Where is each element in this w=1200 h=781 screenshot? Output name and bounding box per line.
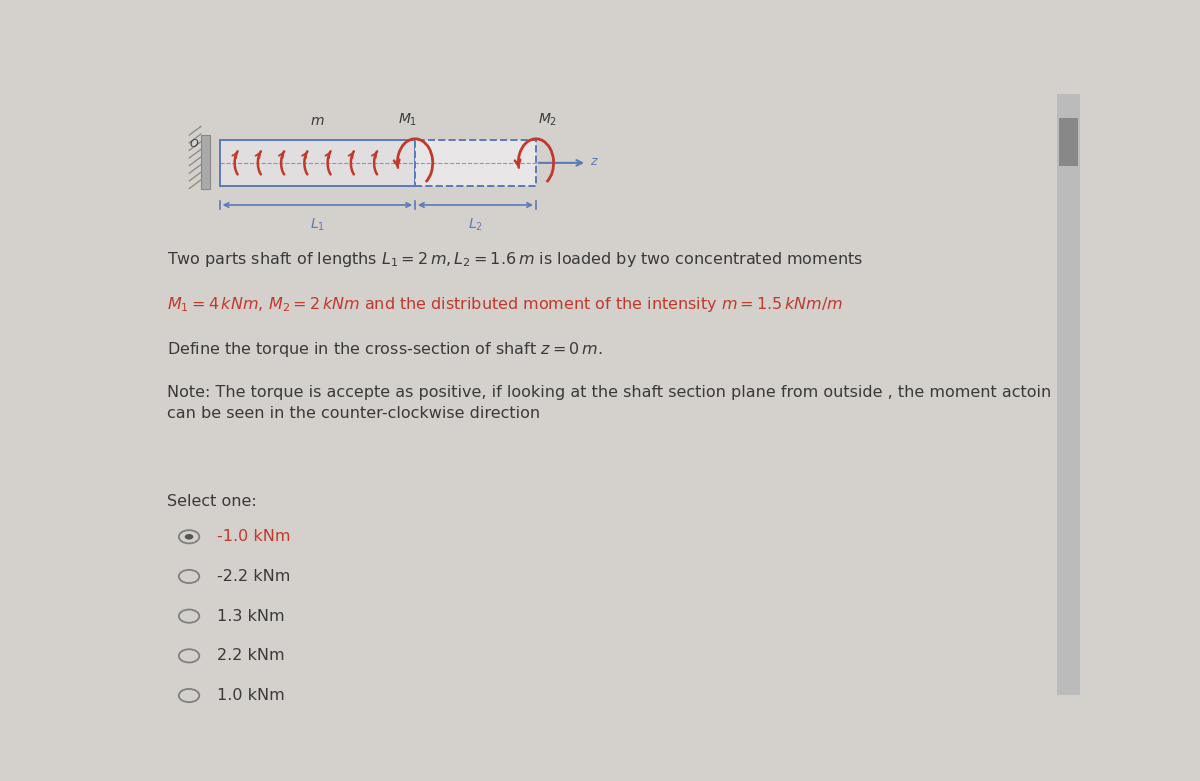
Text: 1.3 kNm: 1.3 kNm	[217, 608, 284, 624]
Text: $L_2$: $L_2$	[468, 217, 482, 234]
Bar	[220, 140, 415, 186]
Text: Note: The torque is accepte as positive, if looking at the shaft section plane f: Note: The torque is accepte as positive,…	[167, 385, 1051, 422]
Text: Select one:: Select one:	[167, 494, 257, 508]
Bar	[1057, 94, 1080, 695]
Text: -1.0 kNm: -1.0 kNm	[217, 530, 290, 544]
Text: $M_2$: $M_2$	[538, 112, 557, 128]
Text: 2.2 kNm: 2.2 kNm	[217, 648, 284, 663]
Circle shape	[185, 534, 193, 540]
Text: O: O	[190, 139, 198, 149]
Text: $L_1$: $L_1$	[310, 217, 325, 234]
Bar	[202, 135, 210, 189]
Text: $\mathit{M}_1 = 4\,kNm,\,\mathit{M}_2 = 2\,kNm$ and the distributed moment of th: $\mathit{M}_1 = 4\,kNm,\,\mathit{M}_2 = …	[167, 295, 842, 314]
Text: $M_1$: $M_1$	[398, 112, 418, 128]
Text: $m$: $m$	[310, 114, 325, 128]
Text: Define the torque in the cross-section of shaft $\mathit{z} = 0\,m.$: Define the torque in the cross-section o…	[167, 341, 602, 359]
Text: z: z	[590, 155, 596, 168]
Text: Two parts shaft of lengths $\mathit{L}_1 = 2\,m, \mathit{L}_2 = 1.6\,m$ is loade: Two parts shaft of lengths $\mathit{L}_1…	[167, 250, 863, 269]
Bar	[1058, 118, 1078, 166]
Bar	[415, 140, 536, 186]
Text: -2.2 kNm: -2.2 kNm	[217, 569, 290, 584]
Text: 1.0 kNm: 1.0 kNm	[217, 688, 284, 703]
